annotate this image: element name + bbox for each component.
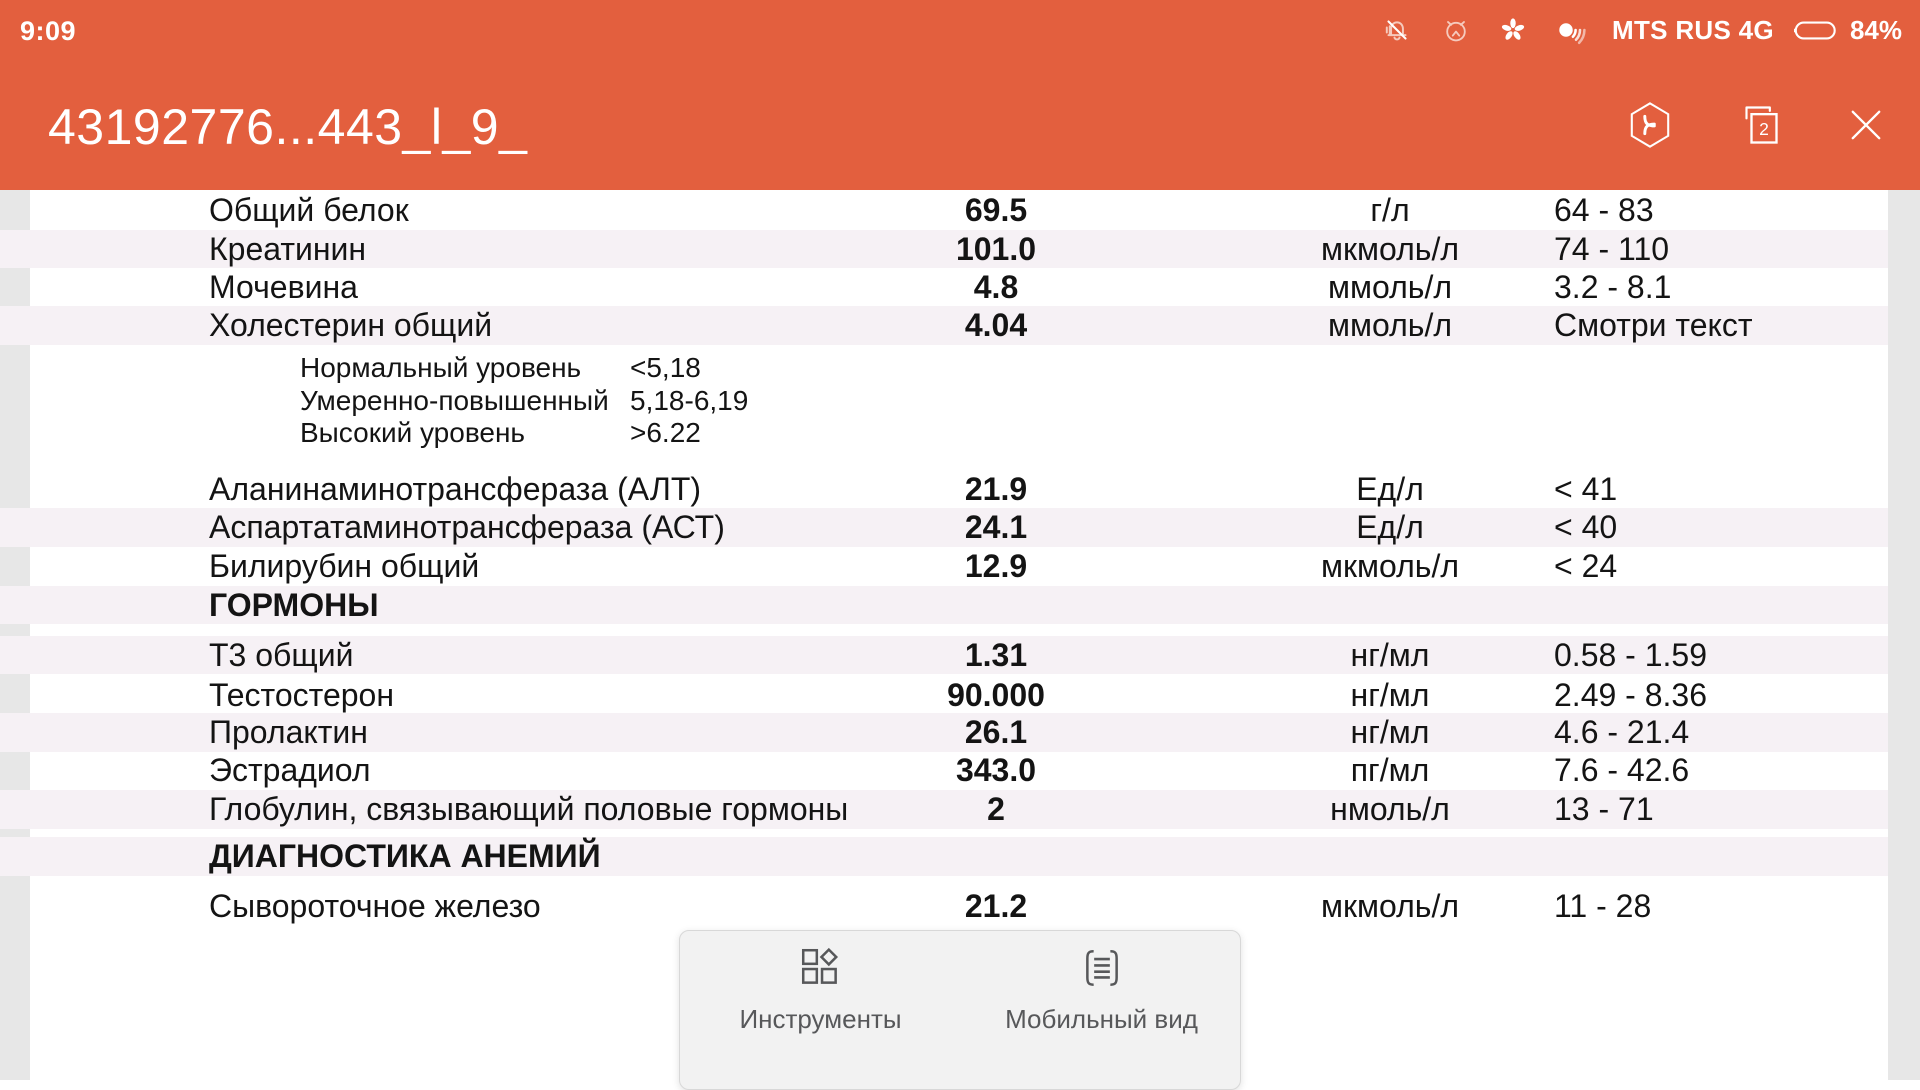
svg-text:2: 2: [1759, 119, 1769, 139]
